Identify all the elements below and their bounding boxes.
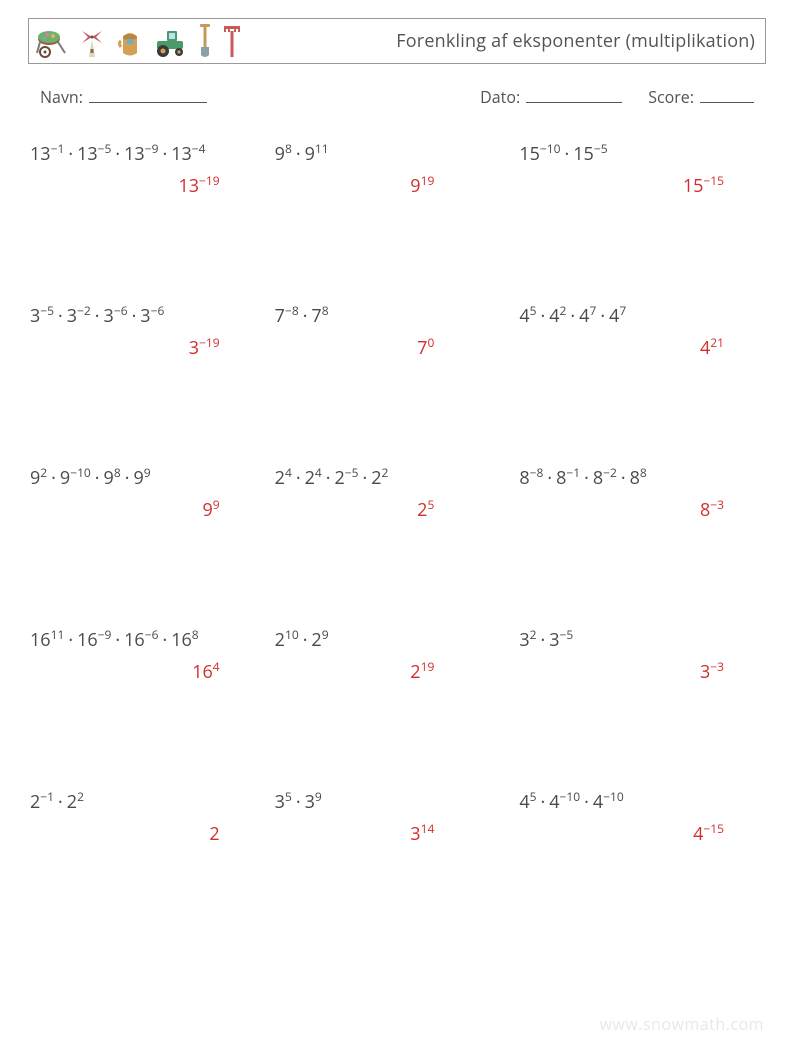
- problem-answer: 2: [30, 822, 275, 846]
- problem-cell: 7−8·78 70: [275, 304, 520, 360]
- date-blank[interactable]: [526, 88, 622, 103]
- problem-answer: 25: [275, 498, 520, 522]
- name-blank[interactable]: [89, 88, 207, 103]
- problem-answer: 70: [275, 336, 520, 360]
- problem-expression: 13−1·13−5·13−9·13−4: [30, 142, 275, 166]
- problem-cell: 98·911 919: [275, 142, 520, 198]
- problem-expression: 15−10·15−5: [519, 142, 764, 166]
- problem-expression: 45·42·47·47: [519, 304, 764, 328]
- problem-answer: 164: [30, 660, 275, 684]
- problem-answer: 421: [519, 336, 764, 360]
- score-blank[interactable]: [700, 88, 754, 103]
- problem-cell: 92·9−10·98·99 99: [30, 466, 275, 522]
- windmill-icon: [75, 25, 109, 59]
- tractor-icon: [151, 25, 189, 59]
- pot-icon: [115, 25, 145, 59]
- problem-cell: 45·42·47·47 421: [519, 304, 764, 360]
- shovel-icon: [195, 23, 215, 59]
- problem-answer: 13−19: [30, 174, 275, 198]
- worksheet-page: Forenkling af eksponenter (multiplikatio…: [0, 0, 794, 1053]
- problem-grid: 13−1·13−5·13−9·13−413−1998·91191915−10·1…: [28, 142, 766, 846]
- problem-expression: 92·9−10·98·99: [30, 466, 275, 490]
- problem-cell: 8−8·8−1·8−2·88 8−3: [519, 466, 764, 522]
- problem-cell: 3−5·3−2·3−6·3−6 3−19: [30, 304, 275, 360]
- problem-answer: 3−3: [519, 660, 764, 684]
- problem-answer: 3−19: [30, 336, 275, 360]
- problem-answer: 8−3: [519, 498, 764, 522]
- problem-expression: 98·911: [275, 142, 520, 166]
- problem-answer: 314: [275, 822, 520, 846]
- problem-answer: 919: [275, 174, 520, 198]
- page-title: Forenkling af eksponenter (multiplikatio…: [396, 29, 755, 53]
- header-box: Forenkling af eksponenter (multiplikatio…: [28, 18, 766, 64]
- problem-expression: 7−8·78: [275, 304, 520, 328]
- date-label: Dato:: [480, 86, 520, 108]
- problem-expression: 2−1·22: [30, 790, 275, 814]
- header-icons: [35, 23, 243, 59]
- problem-cell: 1611·16−9·16−6·168 164: [30, 628, 275, 684]
- problem-cell: 13−1·13−5·13−9·13−4 13−19: [30, 142, 275, 198]
- problem-expression: 3−5·3−2·3−6·3−6: [30, 304, 275, 328]
- problem-expression: 45·4−10·4−10: [519, 790, 764, 814]
- name-label: Navn:: [40, 86, 83, 108]
- problem-answer: 99: [30, 498, 275, 522]
- problem-cell: 35·39 314: [275, 790, 520, 846]
- problem-cell: 24·24·2−5·22 25: [275, 466, 520, 522]
- problem-cell: 2−1·22 2: [30, 790, 275, 846]
- problem-expression: 35·39: [275, 790, 520, 814]
- problem-expression: 32·3−5: [519, 628, 764, 652]
- problem-cell: 210·29 219: [275, 628, 520, 684]
- problem-answer: 15−15: [519, 174, 764, 198]
- rake-icon: [221, 23, 243, 59]
- meta-row: Navn: Dato: Score:: [40, 86, 754, 108]
- problem-cell: 45·4−10·4−10 4−15: [519, 790, 764, 846]
- problem-answer: 219: [275, 660, 520, 684]
- watermark: www.snowmath.com: [600, 1013, 764, 1035]
- problem-answer: 4−15: [519, 822, 764, 846]
- score-label: Score:: [648, 86, 694, 108]
- wheelbarrow-icon: [35, 25, 69, 59]
- problem-cell: 15−10·15−5 15−15: [519, 142, 764, 198]
- problem-expression: 8−8·8−1·8−2·88: [519, 466, 764, 490]
- problem-expression: 210·29: [275, 628, 520, 652]
- problem-expression: 1611·16−9·16−6·168: [30, 628, 275, 652]
- problem-cell: 32·3−5 3−3: [519, 628, 764, 684]
- problem-expression: 24·24·2−5·22: [275, 466, 520, 490]
